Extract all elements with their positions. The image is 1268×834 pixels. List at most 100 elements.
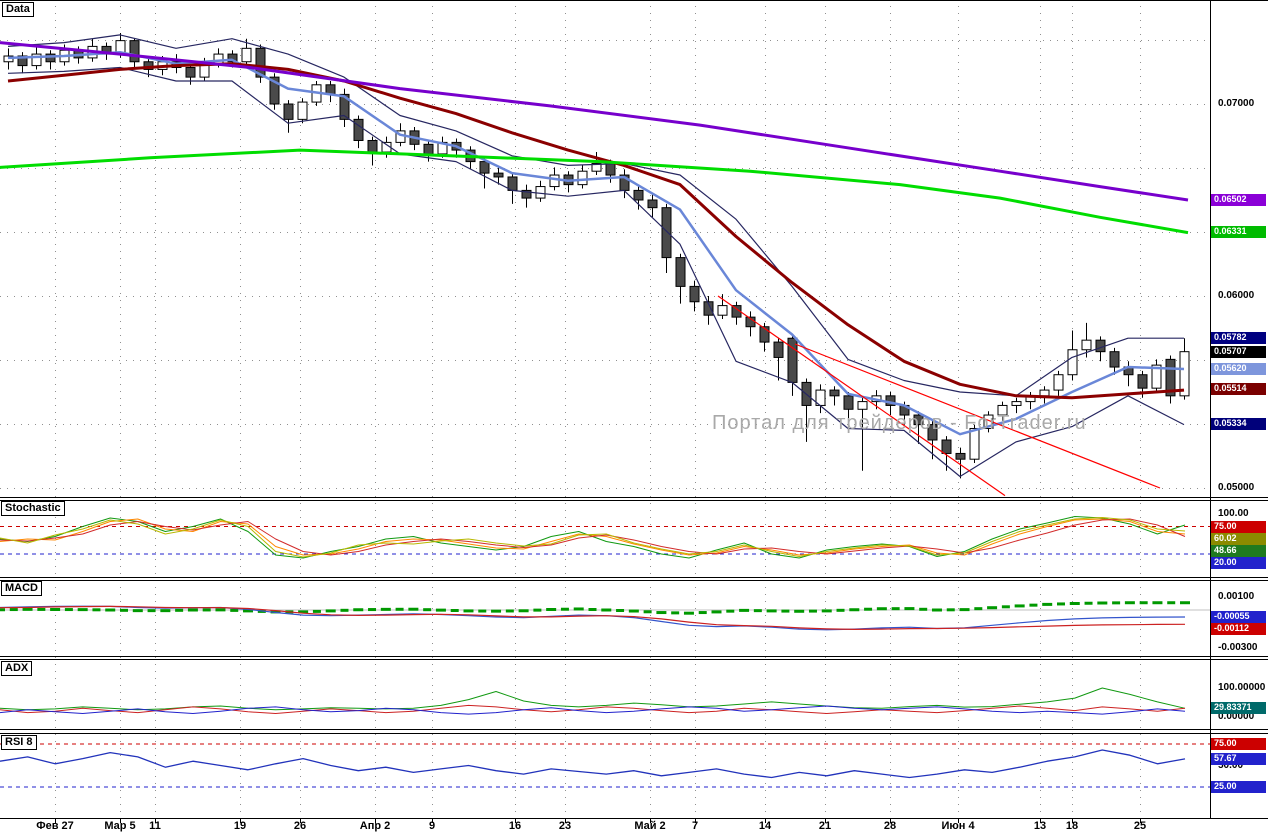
adx-panel bbox=[0, 687, 1186, 715]
candle-body bbox=[1165, 358, 1176, 397]
time-axis-label: Июн 4 bbox=[941, 820, 975, 832]
main-axis-label: 0.06000 bbox=[1218, 290, 1255, 301]
main-value-badge: 0.06502 bbox=[1211, 193, 1266, 206]
candle-body bbox=[241, 47, 252, 63]
stochastic-panel bbox=[0, 516, 1210, 559]
candle-body bbox=[1067, 349, 1078, 376]
time-axis-label: 14 bbox=[758, 820, 772, 832]
candle-body bbox=[941, 439, 952, 454]
watermark: Портал для трейдеров - ForTrader.ru bbox=[712, 412, 1087, 434]
candle-body bbox=[129, 40, 140, 63]
rsi-line bbox=[0, 749, 1186, 779]
candle-body bbox=[703, 301, 714, 316]
stoch-orange bbox=[0, 518, 1186, 556]
adx-value-badge: 29.83371 bbox=[1211, 702, 1266, 715]
signal-line bbox=[0, 605, 1186, 631]
stochastic-value-badge: 75.00 bbox=[1211, 520, 1266, 533]
time-axis-label: Апр 2 bbox=[359, 820, 391, 832]
panel-label-data: Data bbox=[2, 2, 34, 17]
time-axis-label: 28 bbox=[883, 820, 897, 832]
candle-body bbox=[1081, 339, 1092, 351]
candle-body bbox=[675, 257, 686, 287]
candle-body bbox=[927, 424, 938, 441]
candle-body bbox=[1109, 351, 1120, 368]
candle-body bbox=[689, 285, 700, 303]
minus-di bbox=[0, 705, 1186, 715]
time-axis-label: 25 bbox=[1133, 820, 1147, 832]
main-value-badge: 0.05514 bbox=[1211, 383, 1266, 396]
candle-body bbox=[633, 189, 644, 201]
candle-body bbox=[1151, 364, 1162, 389]
ma-darkred bbox=[7, 62, 1185, 400]
time-axis-label: Май 2 bbox=[634, 820, 666, 832]
candle-body bbox=[969, 427, 980, 460]
panel-label-stochastic: Stochastic bbox=[1, 501, 65, 516]
ma-green bbox=[0, 148, 1189, 235]
time-axis-label: 23 bbox=[558, 820, 572, 832]
candle-body bbox=[759, 326, 770, 343]
stochastic-value-badge: 20.00 bbox=[1211, 556, 1266, 569]
time-axis-label: 7 bbox=[691, 820, 699, 832]
macd-value-badge: -0.00112 bbox=[1211, 623, 1266, 635]
trendline bbox=[717, 295, 1006, 497]
candle-body bbox=[493, 172, 504, 178]
time-axis-label: 16 bbox=[508, 820, 522, 832]
rsi-value-badge: 75.00 bbox=[1211, 738, 1266, 750]
stochastic-value-badge: 60.02 bbox=[1211, 532, 1266, 545]
trendlines bbox=[717, 295, 1161, 497]
trendline bbox=[794, 343, 1161, 489]
candle-body bbox=[269, 76, 280, 105]
main-value-badge: 0.05707 bbox=[1211, 346, 1266, 359]
candle-body bbox=[647, 199, 658, 209]
candle-body bbox=[913, 414, 924, 426]
candle-body bbox=[1011, 401, 1022, 406]
plus-di bbox=[0, 704, 1186, 714]
rsi-value-badge: 57.67 bbox=[1211, 752, 1266, 765]
candle-body bbox=[17, 55, 28, 67]
time-axis-label: 21 bbox=[818, 820, 832, 832]
candle-body bbox=[185, 67, 196, 78]
time-axis-label: 11 bbox=[149, 820, 161, 832]
candle-body bbox=[829, 389, 840, 397]
adx-axis-label: 0.00000 bbox=[1218, 711, 1255, 722]
candle-body bbox=[1137, 374, 1148, 389]
main-value-badge: 0.05620 bbox=[1211, 362, 1266, 375]
stochastic-axis-label: 100.00 bbox=[1218, 508, 1249, 519]
time-axis-label: 9 bbox=[428, 820, 436, 832]
macd-value-badge: -0.00055 bbox=[1211, 611, 1266, 623]
candles bbox=[3, 32, 1190, 479]
time-axis-label: 26 bbox=[293, 820, 307, 832]
stochastic-value-badge: 48.66 bbox=[1211, 544, 1266, 557]
candle-body bbox=[255, 47, 266, 78]
candle-body bbox=[591, 163, 602, 172]
candle-body bbox=[773, 341, 784, 358]
adx-axis-label: 100.00000 bbox=[1218, 682, 1266, 693]
ma-purple bbox=[0, 41, 1189, 202]
candle-body bbox=[955, 452, 966, 460]
time-axis-label: Фев 27 bbox=[36, 820, 74, 832]
candle-body bbox=[1053, 374, 1064, 391]
bollinger-lower bbox=[7, 66, 1185, 478]
time-axis-label: Мар 5 bbox=[104, 820, 136, 832]
rsi-value-badge: 25.00 bbox=[1211, 781, 1266, 793]
candle-body bbox=[717, 305, 728, 316]
candle-body bbox=[479, 161, 490, 174]
overlays bbox=[0, 34, 1189, 478]
candle-body bbox=[577, 170, 588, 186]
candle-body bbox=[143, 61, 154, 70]
candle-body bbox=[339, 93, 350, 120]
candle-body bbox=[227, 53, 238, 63]
candle-body bbox=[1179, 351, 1190, 397]
time-axis-label: 13 bbox=[1033, 820, 1047, 832]
main-axis-label: 0.07000 bbox=[1218, 98, 1255, 109]
time-axis-label: 18 bbox=[1065, 820, 1079, 832]
candle-body bbox=[283, 103, 294, 120]
candle-body bbox=[997, 404, 1008, 416]
candle-body bbox=[661, 207, 672, 259]
panel-label-rsi: RSI 8 bbox=[1, 735, 37, 750]
time-ticks bbox=[55, 818, 1141, 823]
